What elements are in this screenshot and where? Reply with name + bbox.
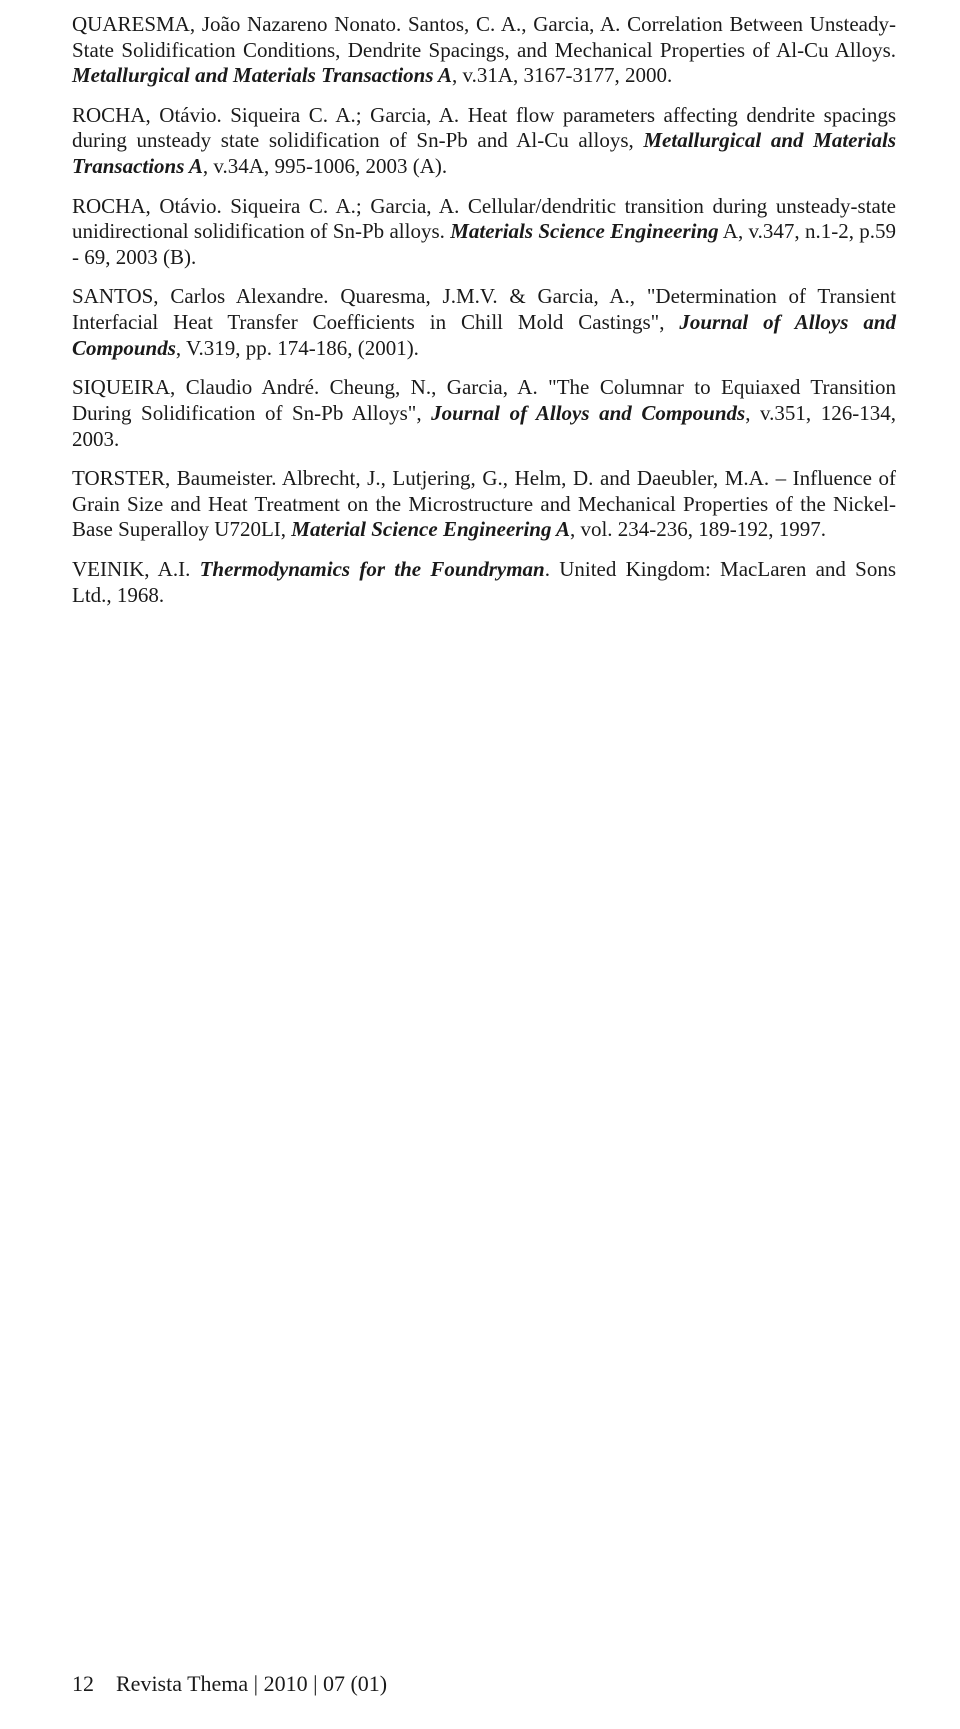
reference-text: , v.34A, 995-1006, 2003 (A).	[203, 154, 447, 178]
reference-entry: ROCHA, Otávio. Siqueira C. A.; Garcia, A…	[72, 194, 896, 271]
page-number: 12	[72, 1671, 94, 1696]
reference-emphasis: Metallurgical and Materials Transactions…	[72, 63, 452, 87]
reference-entry: TORSTER, Baumeister. Albrecht, J., Lutje…	[72, 466, 896, 543]
reference-emphasis: Materials Science Engineering	[450, 219, 718, 243]
reference-text: QUARESMA, João Nazareno Nonato. Santos, …	[72, 12, 896, 62]
reference-emphasis: Material Science Engineering A	[291, 517, 570, 541]
reference-emphasis: Thermodynamics for the Foundryman	[200, 557, 545, 581]
reference-entry: SIQUEIRA, Claudio André. Cheung, N., Gar…	[72, 375, 896, 452]
references-page: QUARESMA, João Nazareno Nonato. Santos, …	[0, 0, 960, 608]
reference-entry: ROCHA, Otávio. Siqueira C. A.; Garcia, A…	[72, 103, 896, 180]
reference-emphasis: Journal of Alloys and Compounds	[431, 401, 745, 425]
reference-entry: QUARESMA, João Nazareno Nonato. Santos, …	[72, 12, 896, 89]
reference-text: , V.319, pp. 174-186, (2001).	[176, 336, 419, 360]
page-footer: 12 Revista Thema | 2010 | 07 (01)	[72, 1671, 387, 1697]
reference-text: , vol. 234-236, 189-192, 1997.	[570, 517, 826, 541]
journal-info: Revista Thema | 2010 | 07 (01)	[116, 1671, 387, 1696]
reference-text: VEINIK, A.I.	[72, 557, 200, 581]
reference-entry: VEINIK, A.I. Thermodynamics for the Foun…	[72, 557, 896, 608]
reference-text: , v.31A, 3167-3177, 2000.	[452, 63, 672, 87]
reference-entry: SANTOS, Carlos Alexandre. Quaresma, J.M.…	[72, 284, 896, 361]
